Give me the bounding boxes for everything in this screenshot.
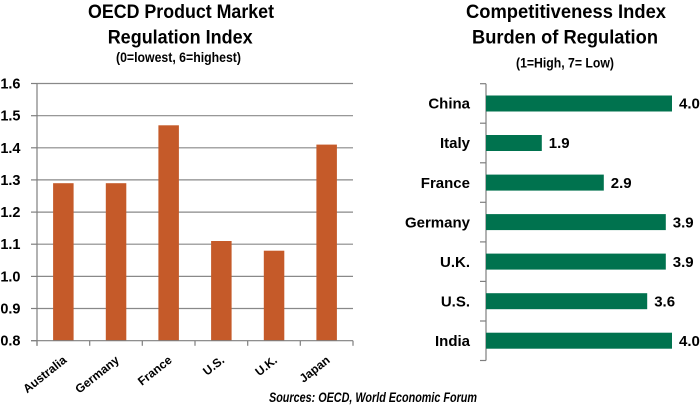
- svg-text:Sources: OECD, World Economic: Sources: OECD, World Economic Forum: [269, 390, 477, 405]
- svg-text:3.6: 3.6: [654, 293, 675, 310]
- svg-text:Italy: Italy: [440, 135, 471, 152]
- svg-text:3.9: 3.9: [673, 254, 694, 271]
- svg-text:China: China: [428, 96, 470, 113]
- svg-text:1.0: 1.0: [0, 269, 20, 285]
- svg-text:2.9: 2.9: [611, 175, 632, 192]
- svg-text:(1=High, 7= Low): (1=High, 7= Low): [516, 56, 614, 71]
- svg-text:0.8: 0.8: [0, 334, 20, 350]
- svg-text:OECD Product Market: OECD Product Market: [88, 1, 274, 23]
- svg-text:France: France: [421, 175, 470, 192]
- svg-text:0.9: 0.9: [0, 302, 20, 318]
- svg-text:1.3: 1.3: [0, 173, 20, 189]
- svg-text:India: India: [435, 333, 471, 350]
- svg-text:Competitiveness Index: Competitiveness Index: [466, 1, 666, 23]
- svg-text:Regulation Index: Regulation Index: [108, 27, 253, 49]
- svg-text:4.0: 4.0: [679, 333, 700, 350]
- svg-text:Germany: Germany: [405, 214, 471, 231]
- svg-text:1.5: 1.5: [0, 109, 20, 125]
- svg-text:1.2: 1.2: [0, 205, 20, 221]
- svg-text:1.4: 1.4: [0, 141, 20, 157]
- svg-text:4.0: 4.0: [679, 96, 700, 113]
- svg-text:Burden of Regulation: Burden of Regulation: [472, 27, 658, 49]
- svg-text:1.1: 1.1: [0, 237, 20, 253]
- svg-text:U.K.: U.K.: [440, 254, 470, 271]
- svg-text:1.6: 1.6: [0, 77, 20, 93]
- svg-text:3.9: 3.9: [673, 214, 694, 231]
- svg-text:(0=lowest, 6=highest): (0=lowest, 6=highest): [116, 50, 241, 65]
- svg-text:U.S.: U.S.: [441, 293, 470, 310]
- svg-text:1.9: 1.9: [549, 135, 570, 152]
